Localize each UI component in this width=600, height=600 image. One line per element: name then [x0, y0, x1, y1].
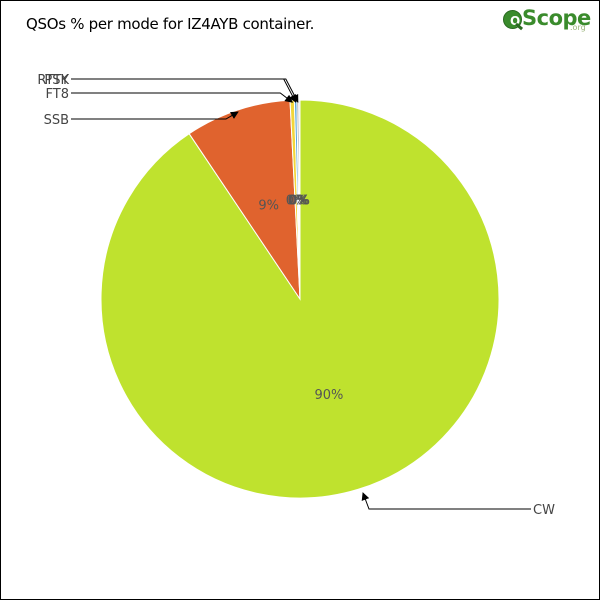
callout-label-cw: CW: [533, 503, 555, 518]
callout-label-psk: PSK: [44, 73, 69, 88]
logo-q-letter: Q: [510, 14, 521, 28]
callout-label-rtty: RTTY: [37, 73, 69, 88]
percent-label-rtty: 0%: [287, 194, 308, 209]
leader-line-ssb: [71, 111, 239, 120]
callout-label-ft8: FT8: [46, 87, 69, 102]
percent-label-mode-5: 0%: [289, 194, 310, 209]
leader-line-cw: [361, 492, 531, 510]
leader-line-rtty: [71, 78, 297, 103]
logo-suffix: .org: [570, 23, 586, 32]
percent-label-cw: 90%: [315, 388, 344, 403]
logo-text: Scope: [522, 6, 591, 30]
slice-mode-5[interactable]: [298, 99, 301, 300]
leader-line-psk: [71, 78, 299, 103]
chart-title: QSOs % per mode for IZ4AYB container.: [26, 15, 315, 33]
callout-label-ssb: SSB: [44, 113, 69, 128]
percent-label-ft8: 0%: [286, 194, 307, 209]
leader-line-ft8: [71, 92, 294, 103]
percent-label-psk: 0%: [289, 194, 310, 209]
qscope-logo[interactable]: Q Scope .org: [501, 5, 591, 39]
percent-label-ssb: 9%: [258, 199, 279, 214]
